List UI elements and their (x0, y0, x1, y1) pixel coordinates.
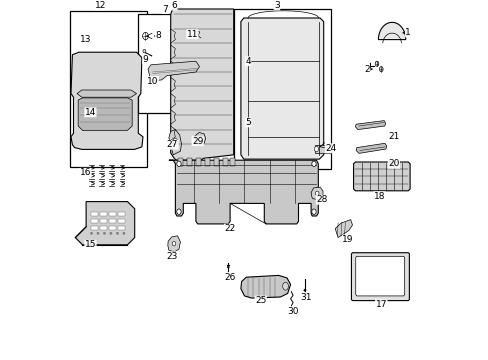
Ellipse shape (172, 242, 175, 246)
Polygon shape (355, 121, 385, 130)
Text: 17: 17 (375, 300, 386, 309)
Text: 21: 21 (387, 132, 399, 141)
Ellipse shape (311, 209, 316, 214)
Ellipse shape (97, 232, 99, 234)
Bar (109, 226, 116, 230)
Polygon shape (241, 275, 290, 298)
Text: 4: 4 (245, 57, 250, 66)
Polygon shape (351, 253, 408, 301)
Bar (109, 212, 116, 216)
Bar (230, 158, 235, 166)
Text: 11: 11 (186, 30, 198, 39)
Polygon shape (355, 143, 386, 153)
Ellipse shape (311, 161, 316, 166)
Ellipse shape (282, 282, 288, 290)
Bar (213, 158, 219, 166)
Text: 15: 15 (84, 240, 96, 249)
Text: 13: 13 (80, 35, 91, 44)
Ellipse shape (303, 289, 305, 291)
Bar (91, 212, 98, 216)
Bar (118, 219, 125, 223)
Text: 30: 30 (287, 307, 298, 316)
Bar (109, 219, 116, 223)
Text: 12: 12 (95, 1, 106, 10)
Polygon shape (148, 61, 199, 81)
Polygon shape (378, 22, 405, 40)
Polygon shape (75, 202, 134, 245)
Ellipse shape (142, 32, 148, 40)
Bar (101, 226, 107, 230)
Ellipse shape (314, 147, 318, 152)
Polygon shape (355, 256, 404, 296)
Ellipse shape (374, 61, 378, 66)
Ellipse shape (227, 266, 229, 268)
Text: 7: 7 (162, 4, 168, 13)
Text: 3: 3 (273, 1, 279, 10)
Text: 31: 31 (299, 292, 311, 302)
Bar (223, 158, 228, 166)
Text: 14: 14 (84, 108, 96, 117)
Text: 27: 27 (166, 140, 178, 149)
Ellipse shape (122, 232, 125, 234)
Ellipse shape (177, 161, 181, 166)
Text: 9: 9 (142, 55, 148, 64)
Text: 10: 10 (147, 77, 158, 85)
Text: 24: 24 (325, 144, 336, 153)
Polygon shape (168, 160, 318, 224)
Bar (204, 158, 210, 166)
Polygon shape (71, 52, 142, 149)
Ellipse shape (173, 139, 177, 144)
Text: 1: 1 (405, 28, 410, 37)
Text: 25: 25 (254, 296, 266, 305)
Text: 8: 8 (155, 31, 161, 40)
Text: 29: 29 (192, 136, 203, 145)
Polygon shape (353, 162, 409, 191)
Ellipse shape (116, 232, 118, 234)
Bar (70, 11, 147, 167)
Bar (101, 212, 107, 216)
Text: 16: 16 (80, 168, 91, 177)
Polygon shape (241, 18, 323, 159)
Text: 2: 2 (364, 65, 369, 74)
Polygon shape (335, 220, 352, 238)
Bar (118, 212, 125, 216)
Bar (233, 9, 330, 169)
Ellipse shape (379, 67, 382, 72)
Polygon shape (310, 187, 322, 200)
Bar (314, 145, 330, 153)
Text: 5: 5 (244, 118, 250, 127)
Ellipse shape (110, 232, 112, 234)
Bar (101, 219, 107, 223)
Polygon shape (167, 236, 180, 252)
Polygon shape (168, 130, 181, 155)
Text: 23: 23 (166, 252, 177, 261)
Text: 28: 28 (316, 195, 327, 204)
Ellipse shape (90, 232, 92, 234)
Ellipse shape (142, 49, 145, 53)
Ellipse shape (315, 191, 318, 195)
Bar (91, 219, 98, 223)
Bar (118, 226, 125, 230)
Ellipse shape (103, 232, 105, 234)
Text: 19: 19 (342, 235, 353, 244)
Text: 22: 22 (224, 224, 235, 233)
Polygon shape (78, 98, 132, 130)
Ellipse shape (177, 209, 181, 214)
Text: 18: 18 (373, 192, 385, 201)
Bar (178, 158, 183, 166)
Bar (91, 226, 98, 230)
Text: 20: 20 (387, 159, 399, 168)
Bar (186, 158, 192, 166)
Ellipse shape (199, 136, 202, 141)
Bar (196, 158, 201, 166)
Text: 26: 26 (224, 274, 235, 282)
Polygon shape (170, 9, 233, 160)
Polygon shape (195, 132, 205, 145)
Text: 6: 6 (171, 1, 177, 10)
Bar (138, 14, 201, 113)
Polygon shape (77, 90, 136, 97)
